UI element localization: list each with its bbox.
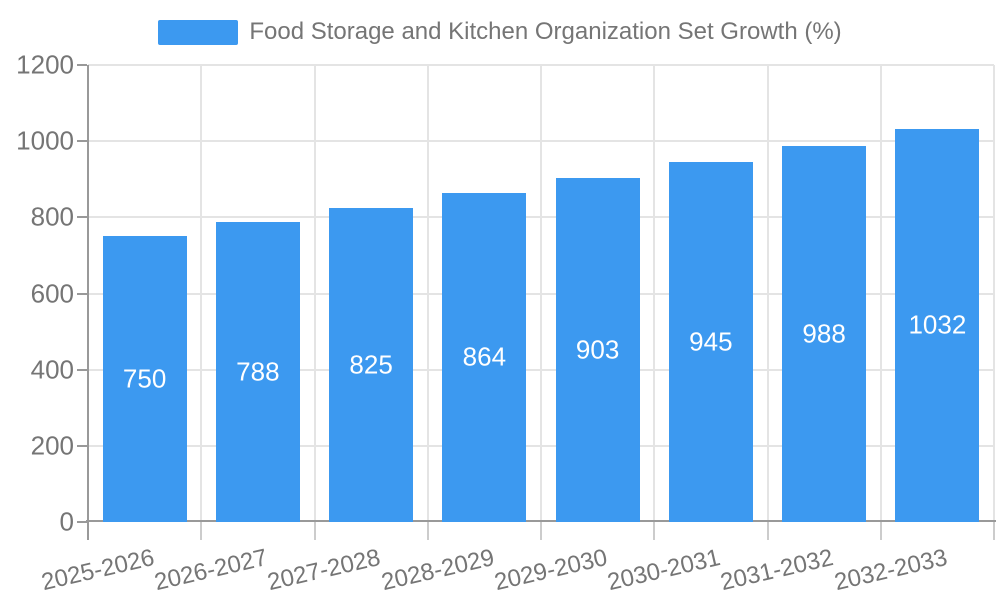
x-axis-tick [993, 522, 995, 540]
x-tick-label: 2032-2033 [831, 544, 950, 597]
legend-label: Food Storage and Kitchen Organization Se… [249, 18, 842, 45]
legend-swatch [158, 19, 239, 45]
x-tick-label: 2025-2026 [38, 544, 157, 597]
legend-item[interactable]: Food Storage and Kitchen Organization Se… [158, 18, 842, 46]
x-axis-tick [200, 522, 203, 540]
bar-value-label: 1032 [908, 309, 967, 340]
x-axis-tick [766, 522, 769, 540]
bar[interactable] [215, 221, 300, 522]
y-axis-tick [77, 64, 87, 66]
bar-value-label: 903 [575, 334, 620, 365]
x-tick-label: 2026-2027 [152, 544, 270, 597]
y-axis-line [87, 65, 89, 540]
y-tick-label: 200 [30, 430, 74, 461]
x-gridline [766, 65, 769, 522]
y-tick-label: 0 [59, 506, 74, 537]
x-axis-tick [426, 522, 429, 540]
legend: Food Storage and Kitchen Organization Se… [0, 18, 1000, 46]
y-axis-tick [77, 140, 87, 143]
y-tick-label: 800 [30, 201, 74, 232]
bar-value-label: 988 [802, 318, 846, 349]
x-axis-line [86, 520, 996, 522]
x-gridline [200, 65, 203, 522]
bar[interactable] [102, 236, 187, 522]
x-gridline [313, 65, 316, 522]
y-axis-tick [77, 216, 87, 219]
bar-value-label: 825 [349, 349, 393, 380]
x-gridline [993, 65, 995, 522]
x-tick-label: 2029-2030 [491, 544, 610, 597]
bar[interactable] [329, 207, 414, 522]
y-axis-tick [77, 444, 87, 447]
y-axis-tick [77, 368, 87, 371]
y-tick-label: 600 [30, 278, 74, 308]
x-gridline [540, 65, 542, 522]
bar[interactable] [668, 162, 753, 522]
plot-area: 0 200 400 600 800 1000 1200 750 2025-2026 788 2026… [16, 50, 996, 596]
x-tick-label: 2031-2032 [718, 544, 837, 597]
x-gridline [653, 65, 656, 522]
y-tick-label: 1000 [16, 125, 74, 156]
bar-value-label: 750 [122, 363, 167, 394]
bar[interactable] [442, 192, 527, 522]
x-axis-tick [653, 522, 656, 540]
y-axis-tick [77, 521, 87, 523]
x-gridline [426, 65, 429, 522]
x-axis-tick [879, 522, 882, 540]
bar-value-label: 864 [462, 341, 507, 372]
bar-value-label: 788 [236, 356, 280, 387]
x-tick-label: 2028-2029 [378, 544, 497, 597]
y-axis-tick [77, 292, 87, 295]
bar[interactable] [895, 128, 980, 522]
y-tick-label: 400 [30, 354, 74, 385]
bar[interactable] [782, 145, 867, 522]
x-tick-label: 2027-2028 [265, 544, 384, 597]
bar[interactable] [555, 178, 640, 522]
y-tick-label: 1200 [16, 49, 74, 80]
bar-value-label: 945 [689, 326, 733, 357]
x-axis-tick [313, 522, 316, 540]
x-axis-tick [540, 522, 542, 540]
x-gridline [879, 65, 882, 522]
x-tick-label: 2030-2031 [605, 544, 723, 597]
